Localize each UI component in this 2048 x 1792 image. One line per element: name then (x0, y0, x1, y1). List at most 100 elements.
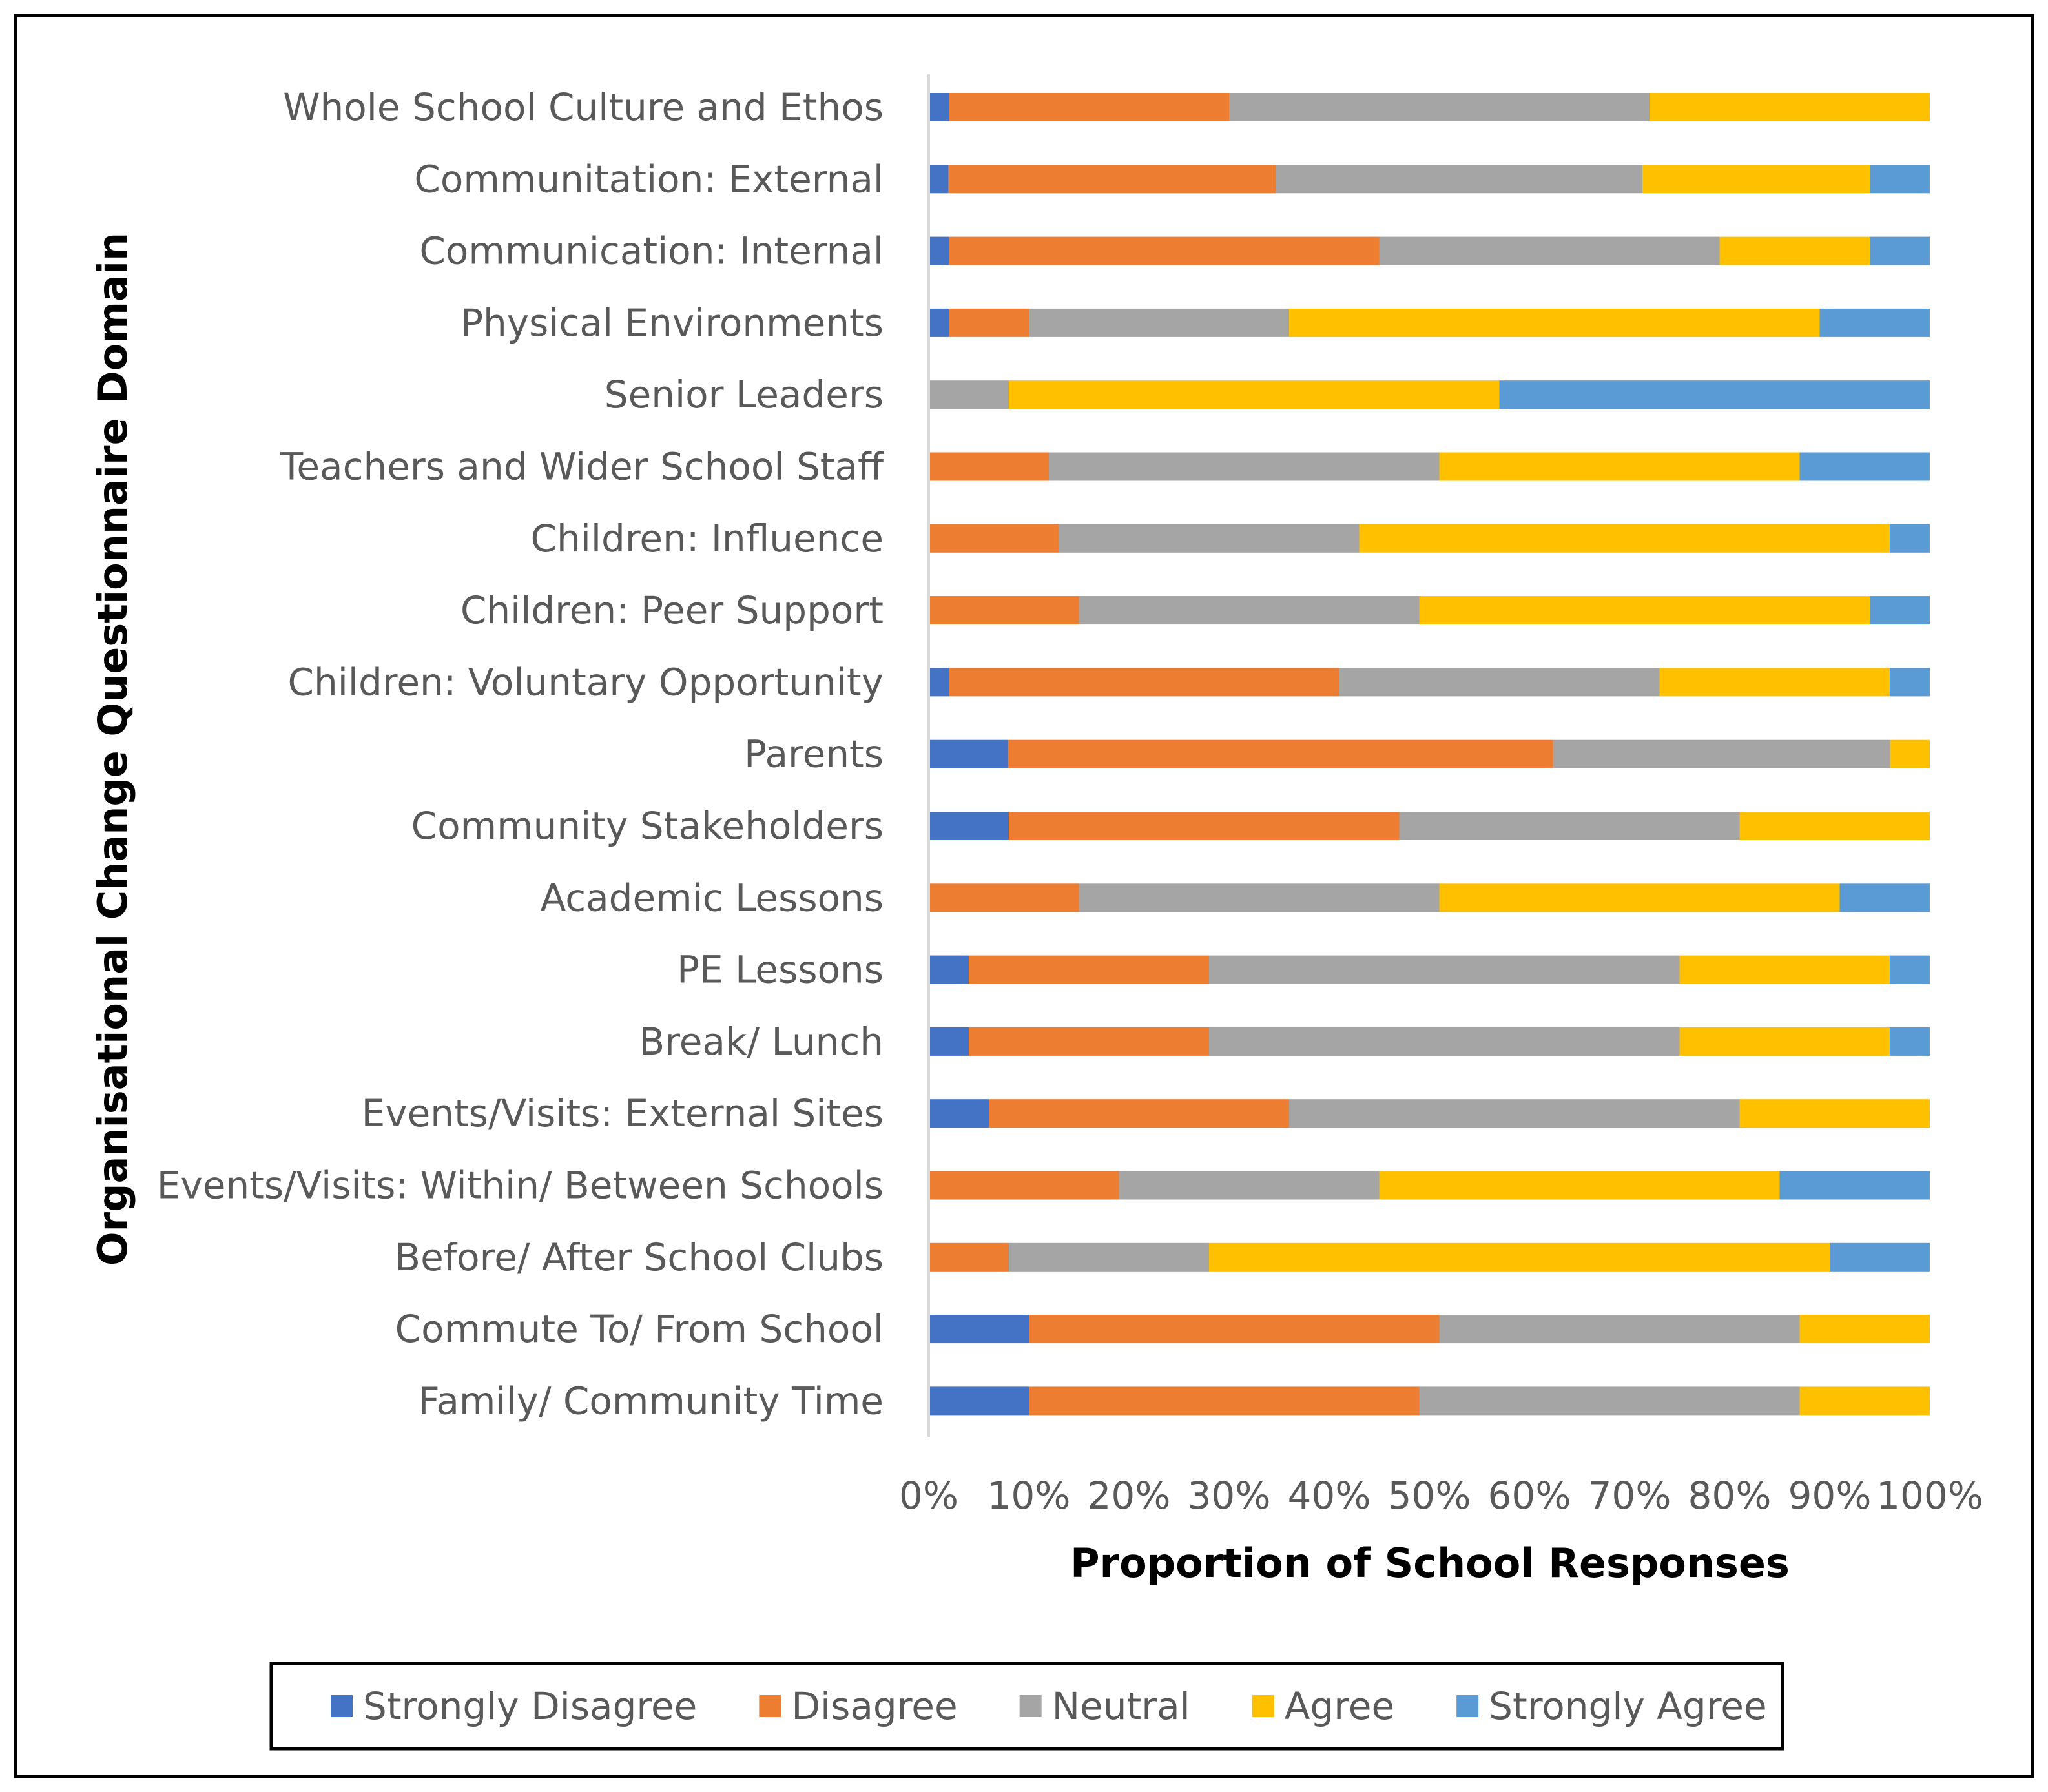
bar-communication-internal-agree (1719, 236, 1870, 265)
x-axis-title: Proportion of School Responses (1070, 1540, 1790, 1587)
bar-pe-lessons-strongly-disagree (929, 955, 969, 984)
bar-children-voluntary-opportunity-neutral (1339, 668, 1660, 697)
category-label: Communitation: External (414, 157, 884, 201)
category-label: Before/ After School Clubs (395, 1235, 884, 1279)
bar-events-visits-external-sites-agree (1739, 1099, 1930, 1128)
bar-whole-school-culture-and-ethos-agree (1650, 93, 1930, 121)
category-label: Academic Lessons (541, 876, 884, 920)
category-label: Community Stakeholders (411, 804, 884, 848)
bar-parents-neutral (1553, 739, 1890, 768)
category-label: Break/ Lunch (639, 1020, 884, 1064)
legend-swatch-disagree (759, 1695, 781, 1717)
bar-break-lunch-agree (1679, 1027, 1890, 1056)
bar-break-lunch-disagree (969, 1027, 1209, 1056)
x-tick-label: 30% (1188, 1474, 1271, 1518)
category-label: Communication: Internal (419, 229, 884, 273)
category-label: Senior Leaders (605, 373, 884, 417)
legend-label-disagree: Disagree (791, 1684, 957, 1728)
bar-children-influence-strongly-agree (1890, 524, 1930, 553)
bar-communitation-external-disagree (948, 165, 1276, 194)
category-label: Children: Influence (531, 517, 884, 561)
bar-commute-to-from-school-agree (1799, 1315, 1930, 1344)
bar-physical-environments-strongly-disagree (929, 308, 949, 337)
bar-academic-lessons-strongly-agree (1839, 883, 1930, 912)
bar-children-influence-agree (1359, 524, 1890, 553)
bar-academic-lessons-agree (1439, 883, 1840, 912)
bar-communication-internal-disagree (949, 236, 1380, 265)
bar-before-after-school-clubs-agree (1209, 1242, 1830, 1272)
legend-label-strongly-disagree: Strongly Disagree (363, 1684, 697, 1728)
category-label: Teachers and Wider School Staff (280, 445, 885, 489)
legend-swatch-neutral (1019, 1695, 1042, 1717)
x-axis-ticks: 0% 10% 20% 30% 40% 50% 60% 70% 80% 90% 100% (899, 1474, 1983, 1518)
bar-teachers-and-wider-school-staff-disagree (929, 452, 1049, 481)
bar-children-voluntary-opportunity-strongly-agree (1890, 668, 1930, 697)
bar-pe-lessons-agree (1679, 955, 1890, 984)
bar-parents-disagree (1008, 739, 1553, 768)
bar-events-visits-external-sites-disagree (989, 1099, 1289, 1128)
bar-senior-leaders-neutral (929, 380, 1009, 409)
legend-label-neutral: Neutral (1052, 1684, 1190, 1728)
bar-events-visits-within-between-schools-agree (1379, 1171, 1780, 1200)
x-tick-label: 20% (1088, 1474, 1171, 1518)
bar-community-stakeholders-neutral (1399, 812, 1740, 840)
category-label: Family/ Community Time (418, 1379, 884, 1423)
bar-whole-school-culture-and-ethos-disagree (949, 93, 1229, 121)
bar-family-community-time-strongly-disagree (929, 1386, 1029, 1416)
category-label: Children: Peer Support (460, 588, 884, 632)
bar-pe-lessons-neutral (1209, 955, 1680, 984)
legend-swatch-strongly-agree (1456, 1695, 1479, 1717)
bar-whole-school-culture-and-ethos-strongly-disagree (929, 93, 949, 121)
x-tick-label: 10% (988, 1474, 1071, 1518)
bar-communitation-external-strongly-agree (1870, 165, 1930, 194)
category-label: Commute To/ From School (395, 1307, 884, 1351)
bar-communitation-external-neutral (1276, 165, 1642, 194)
category-labels: Whole School Culture and Ethos Communitat… (157, 85, 885, 1423)
bar-children-influence-neutral (1059, 524, 1360, 553)
bar-pe-lessons-disagree (969, 955, 1209, 984)
bar-break-lunch-strongly-disagree (929, 1027, 969, 1056)
legend: Strongly Disagree Disagree Neutral Agree Str… (331, 1684, 1767, 1728)
legend-swatch-strongly-disagree (331, 1695, 353, 1717)
bar-communication-internal-strongly-disagree (929, 236, 949, 265)
bar-before-after-school-clubs-disagree (929, 1242, 1009, 1272)
bar-teachers-and-wider-school-staff-neutral (1049, 452, 1440, 481)
bar-physical-environments-strongly-agree (1819, 308, 1930, 337)
bar-teachers-and-wider-school-staff-strongly-agree (1799, 452, 1930, 481)
bars-layer (929, 93, 1930, 1416)
bar-whole-school-culture-and-ethos-neutral (1229, 93, 1650, 121)
bar-communication-internal-neutral (1379, 236, 1720, 265)
bar-parents-agree (1890, 739, 1930, 768)
bar-communication-internal-strongly-agree (1870, 236, 1930, 265)
category-label: Events/Visits: External Sites (362, 1091, 884, 1135)
category-label: Physical Environments (460, 301, 884, 345)
bar-physical-environments-agree (1289, 308, 1820, 337)
x-tick-label: 100% (1876, 1474, 1983, 1518)
bar-senior-leaders-strongly-agree (1499, 380, 1930, 409)
bar-break-lunch-strongly-agree (1890, 1027, 1930, 1056)
bar-commute-to-from-school-strongly-disagree (929, 1315, 1029, 1344)
bar-communitation-external-agree (1642, 165, 1870, 194)
category-label: Whole School Culture and Ethos (283, 85, 884, 129)
bar-community-stakeholders-disagree (1009, 812, 1400, 840)
bar-family-community-time-neutral (1419, 1386, 1800, 1416)
bar-communitation-external-strongly-disagree (929, 165, 949, 194)
bar-parents-strongly-disagree (929, 739, 1008, 768)
legend-swatch-agree (1252, 1695, 1274, 1717)
category-label: PE Lessons (677, 948, 884, 992)
bar-family-community-time-disagree (1029, 1386, 1420, 1416)
bar-family-community-time-agree (1799, 1386, 1930, 1416)
bar-children-voluntary-opportunity-agree (1659, 668, 1890, 697)
bar-events-visits-external-sites-strongly-disagree (929, 1099, 989, 1128)
bar-children-peer-support-disagree (929, 596, 1079, 625)
x-tick-label: 80% (1688, 1474, 1772, 1518)
bar-teachers-and-wider-school-staff-agree (1439, 452, 1800, 481)
bar-commute-to-from-school-neutral (1439, 1315, 1800, 1344)
x-tick-label: 40% (1288, 1474, 1371, 1518)
bar-break-lunch-neutral (1209, 1027, 1680, 1056)
bar-events-visits-within-between-schools-disagree (929, 1171, 1119, 1200)
category-label: Children: Voluntary Opportunity (287, 660, 884, 704)
bar-events-visits-external-sites-neutral (1289, 1099, 1740, 1128)
bar-pe-lessons-strongly-agree (1890, 955, 1930, 984)
